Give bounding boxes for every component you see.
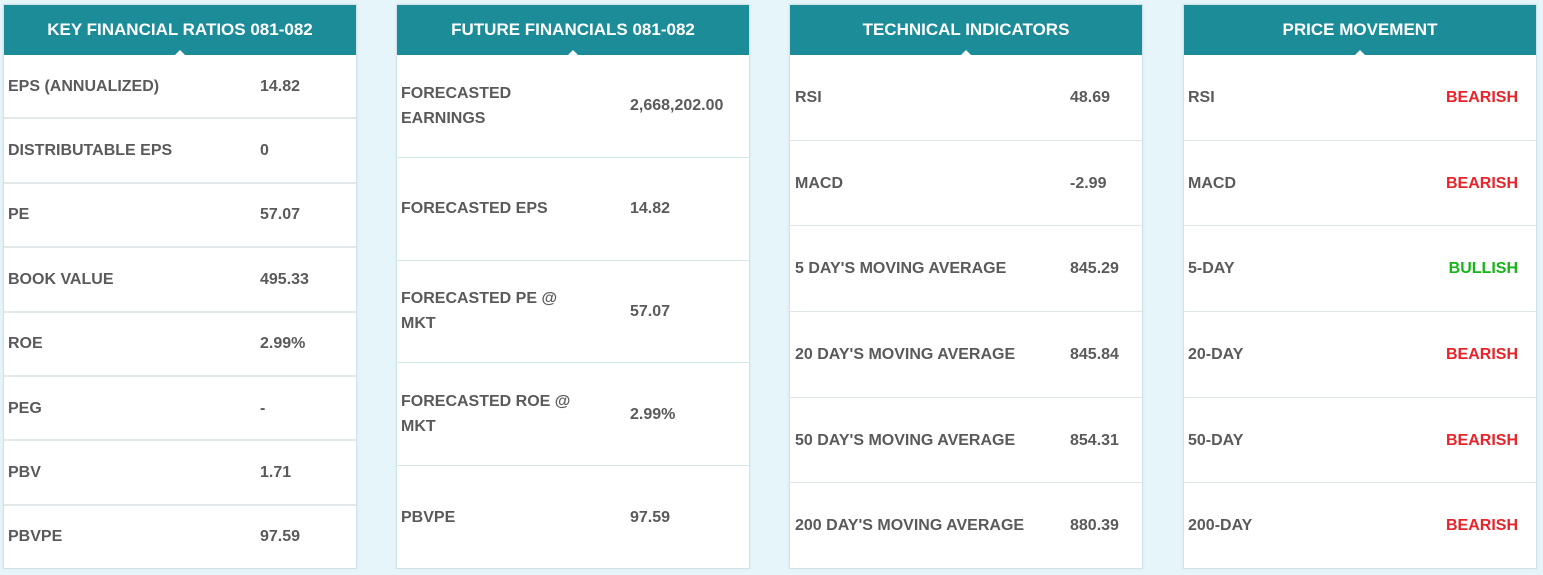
row-label: 20 DAY'S MOVING AVERAGE bbox=[795, 345, 1016, 363]
trend-badge: BEARISH bbox=[1445, 174, 1518, 192]
row-value: 2,668,202.00 bbox=[630, 97, 724, 115]
row-label: PBVPE bbox=[401, 508, 456, 526]
indicator-list: RSI 48.69 MACD -2.99 5 DAY'S MOVING AVERAG… bbox=[790, 55, 1142, 568]
technical-indicators-panel: TECHNICAL INDICATORS RSI 48.69 MACD -2.99 … bbox=[789, 4, 1143, 569]
row-label: 50-DAY bbox=[1188, 431, 1244, 449]
row-label: EPS (ANNUALIZED) bbox=[8, 77, 160, 95]
key-financial-ratios-panel: KEY FINANCIAL RATIOS 081-082 EPS (ANNUAL… bbox=[3, 4, 357, 569]
panel-header: FUTURE FINANCIALS 081-082 bbox=[397, 5, 749, 56]
trend-badge: BEARISH bbox=[1445, 431, 1518, 449]
row-value: 1.71 bbox=[260, 463, 292, 481]
panel-header: KEY FINANCIAL RATIOS 081-082 bbox=[4, 5, 356, 56]
list-item: MACD -2.99 bbox=[790, 141, 1142, 227]
header-notch bbox=[174, 50, 186, 56]
list-item: PBV 1.71 bbox=[4, 441, 356, 506]
trend-badge: BEARISH bbox=[1445, 345, 1518, 363]
list-item: 20 DAY'S MOVING AVERAGE 845.84 bbox=[790, 312, 1142, 398]
list-item: 5-DAY BULLISH bbox=[1184, 226, 1536, 313]
row-label: 200 DAY'S MOVING AVERAGE bbox=[795, 517, 1025, 535]
trend-badge: BEARISH bbox=[1445, 517, 1518, 535]
row-value: 2.99% bbox=[260, 335, 306, 353]
list-item: PBVPE 97.59 bbox=[4, 506, 356, 568]
list-item: ROE 2.99% bbox=[4, 313, 356, 377]
row-value: 854.31 bbox=[1070, 431, 1119, 449]
row-label: FORECASTED ROE @ MKT bbox=[401, 393, 571, 436]
list-item: RSI BEARISH bbox=[1184, 55, 1536, 141]
row-label: PBVPE bbox=[8, 528, 63, 546]
row-value: 0 bbox=[260, 142, 269, 160]
row-label: MACD bbox=[1188, 174, 1236, 192]
row-value: 14.82 bbox=[260, 77, 301, 95]
row-label: 50 DAY'S MOVING AVERAGE bbox=[795, 431, 1016, 449]
row-label: 200-DAY bbox=[1188, 517, 1253, 535]
list-item: EPS (ANNUALIZED) 14.82 bbox=[4, 55, 356, 120]
list-item: FORECASTED ROE @ MKT 2.99% bbox=[397, 363, 749, 467]
list-item: PBVPE 97.59 bbox=[397, 466, 749, 568]
row-value: 2.99% bbox=[630, 405, 676, 423]
row-value: 845.84 bbox=[1070, 345, 1119, 363]
row-value: 14.82 bbox=[630, 200, 671, 218]
trend-badge: BEARISH bbox=[1445, 88, 1518, 106]
row-value: 97.59 bbox=[630, 508, 671, 526]
row-label: FORECASTED EPS bbox=[401, 200, 548, 218]
panel-title: KEY FINANCIAL RATIOS 081-082 bbox=[47, 20, 313, 39]
list-item: FORECASTED EARNINGS 2,668,202.00 bbox=[397, 55, 749, 158]
row-value: 48.69 bbox=[1070, 88, 1111, 106]
row-value: 57.07 bbox=[260, 206, 301, 224]
panel-header: TECHNICAL INDICATORS bbox=[790, 5, 1142, 56]
list-item: PE 57.07 bbox=[4, 184, 356, 249]
row-value: 97.59 bbox=[260, 528, 301, 546]
list-item: 200 DAY'S MOVING AVERAGE 880.39 bbox=[790, 483, 1142, 568]
row-label: DISTRIBUTABLE EPS bbox=[8, 142, 173, 160]
row-label: PE bbox=[8, 206, 30, 224]
list-item: MACD BEARISH bbox=[1184, 141, 1536, 227]
row-label: FORECASTED PE @ MKT bbox=[401, 290, 558, 333]
row-label: MACD bbox=[795, 174, 843, 192]
trend-badge: BULLISH bbox=[1448, 260, 1518, 278]
movement-list: RSI BEARISH MACD BEARISH 5-DAY BULLISH 20-D… bbox=[1184, 55, 1536, 568]
row-label: RSI bbox=[795, 88, 822, 106]
row-label: BOOK VALUE bbox=[8, 270, 114, 288]
row-value: 845.29 bbox=[1070, 260, 1119, 278]
forecast-list: FORECASTED EARNINGS 2,668,202.00 FORECAST… bbox=[397, 55, 749, 568]
list-item: 5 DAY'S MOVING AVERAGE 845.29 bbox=[790, 226, 1142, 313]
panel-header: PRICE MOVEMENT bbox=[1184, 5, 1536, 56]
row-value: - bbox=[260, 399, 266, 417]
list-item: FORECASTED PE @ MKT 57.07 bbox=[397, 261, 749, 364]
list-item: FORECASTED EPS 14.82 bbox=[397, 158, 749, 261]
row-label: FORECASTED EARNINGS bbox=[401, 84, 512, 127]
row-label: ROE bbox=[8, 335, 43, 353]
header-notch bbox=[1354, 50, 1366, 56]
list-item: RSI 48.69 bbox=[790, 55, 1142, 141]
list-item: DISTRIBUTABLE EPS 0 bbox=[4, 119, 356, 184]
header-notch bbox=[960, 50, 972, 56]
row-value: 495.33 bbox=[260, 270, 309, 288]
list-item: 20-DAY BEARISH bbox=[1184, 312, 1536, 398]
ratio-list: EPS (ANNUALIZED) 14.82 DISTRIBUTABLE EPS 0… bbox=[4, 55, 356, 568]
price-movement-panel: PRICE MOVEMENT RSI BEARISH MACD BEARISH 5-… bbox=[1183, 4, 1537, 569]
list-item: 200-DAY BEARISH bbox=[1184, 483, 1536, 568]
header-notch bbox=[567, 50, 579, 56]
list-item: PEG - bbox=[4, 377, 356, 442]
row-value: 880.39 bbox=[1070, 517, 1119, 535]
panel-title: TECHNICAL INDICATORS bbox=[862, 20, 1070, 39]
row-label: 5-DAY bbox=[1188, 260, 1235, 278]
future-financials-panel: FUTURE FINANCIALS 081-082 FORECASTED EAR… bbox=[396, 4, 750, 569]
row-label: PEG bbox=[8, 399, 42, 417]
list-item: 50-DAY BEARISH bbox=[1184, 398, 1536, 484]
row-label: 20-DAY bbox=[1188, 345, 1244, 363]
panel-title: PRICE MOVEMENT bbox=[1282, 20, 1438, 39]
row-value: -2.99 bbox=[1070, 174, 1107, 192]
row-label: PBV bbox=[8, 463, 41, 481]
panel-title: FUTURE FINANCIALS 081-082 bbox=[451, 20, 695, 39]
row-label: RSI bbox=[1188, 88, 1215, 106]
list-item: BOOK VALUE 495.33 bbox=[4, 248, 356, 313]
list-item: 50 DAY'S MOVING AVERAGE 854.31 bbox=[790, 398, 1142, 484]
row-label: 5 DAY'S MOVING AVERAGE bbox=[795, 260, 1007, 278]
row-value: 57.07 bbox=[630, 302, 671, 320]
